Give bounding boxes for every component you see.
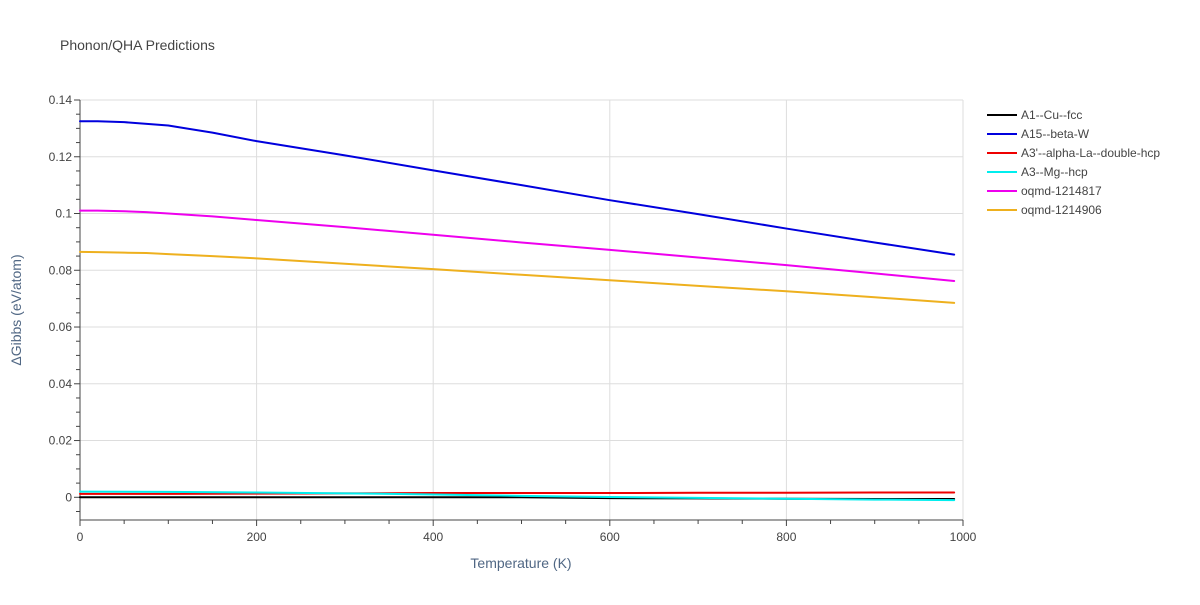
y-tick-label: 0.1 [55, 207, 72, 221]
x-tick-label: 400 [423, 530, 443, 544]
legend: A1--Cu--fcc A15--beta-W A3'--alpha-La--dou… [987, 108, 1160, 217]
legend-item[interactable]: A3--Mg--hcp [987, 165, 1088, 179]
y-tick-label: 0.02 [49, 434, 73, 448]
series-line-a15-beta-w[interactable] [79, 120, 956, 256]
x-tick-label: 600 [600, 530, 620, 544]
grid-lines [80, 99, 964, 520]
y-tick-label: 0.14 [49, 93, 73, 107]
legend-item[interactable]: A1--Cu--fcc [987, 108, 1082, 122]
y-tick-label: 0.12 [49, 150, 73, 164]
x-tick-label: 800 [776, 530, 796, 544]
legend-label: A15--beta-W [1021, 127, 1090, 141]
y-axis-title: ΔGibbs (eV/atom) [8, 254, 24, 365]
chart-title: Phonon/QHA Predictions [60, 37, 215, 53]
legend-label: A3--Mg--hcp [1021, 165, 1088, 179]
legend-label: oqmd-1214906 [1021, 203, 1102, 217]
axes: 0 200 400 600 800 1000 0 0.02 0.04 0.06 0.08 0.1 0.1… [49, 93, 977, 544]
x-tick-label: 200 [247, 530, 267, 544]
series-lines [79, 120, 956, 502]
series-line-oqmd-1214906[interactable] [79, 250, 956, 304]
legend-label: A3'--alpha-La--double-hcp [1021, 146, 1160, 160]
legend-label: A1--Cu--fcc [1021, 108, 1082, 122]
legend-item[interactable]: oqmd-1214817 [987, 184, 1102, 198]
legend-item[interactable]: oqmd-1214906 [987, 203, 1102, 217]
legend-item[interactable]: A3'--alpha-La--double-hcp [987, 146, 1160, 160]
legend-item[interactable]: A15--beta-W [987, 127, 1090, 141]
x-tick-label: 1000 [950, 530, 977, 544]
y-tick-label: 0 [65, 490, 72, 504]
x-tick-label: 0 [77, 530, 84, 544]
series-line-a3-alpha-la-double-hcp[interactable] [79, 491, 956, 495]
legend-label: oqmd-1214817 [1021, 184, 1102, 198]
y-tick-label: 0.08 [49, 263, 73, 277]
y-tick-label: 0.06 [49, 320, 73, 334]
series-line-oqmd-1214817[interactable] [79, 209, 956, 283]
series-line-a3-mg-hcp[interactable] [79, 490, 956, 502]
y-tick-label: 0.04 [49, 377, 73, 391]
x-axis-title: Temperature (K) [470, 555, 571, 571]
